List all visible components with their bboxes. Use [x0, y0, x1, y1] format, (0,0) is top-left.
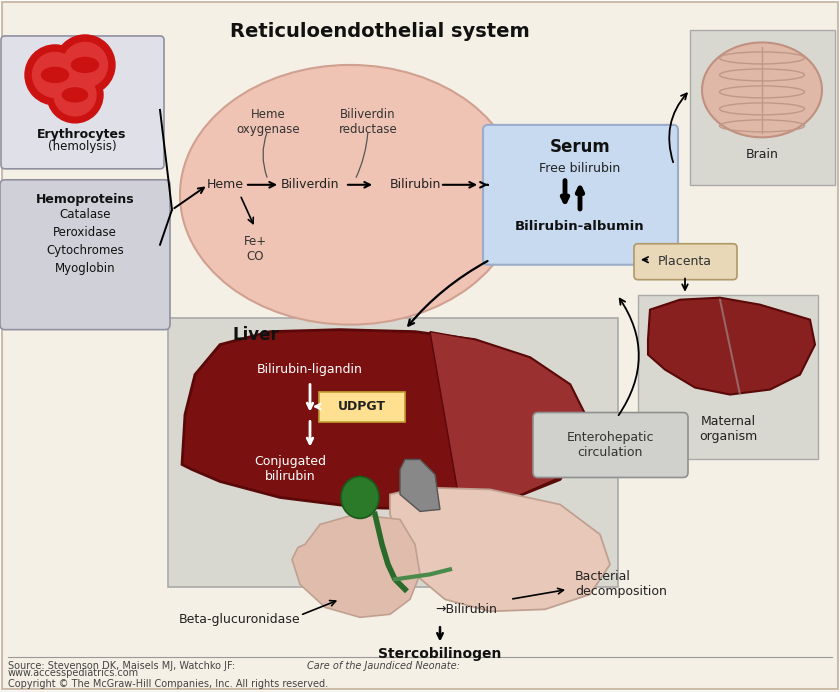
Text: Heme
oxygenase: Heme oxygenase	[236, 108, 300, 136]
FancyBboxPatch shape	[168, 318, 618, 588]
Text: Heme: Heme	[207, 179, 244, 191]
Text: UDPGT: UDPGT	[338, 400, 386, 413]
Ellipse shape	[180, 65, 520, 325]
Polygon shape	[182, 329, 585, 509]
FancyBboxPatch shape	[319, 392, 405, 421]
Ellipse shape	[41, 67, 69, 82]
Ellipse shape	[341, 477, 379, 518]
Text: Hemoproteins: Hemoproteins	[35, 193, 134, 206]
Polygon shape	[648, 298, 815, 394]
Circle shape	[62, 42, 108, 87]
Text: Stercobilinogen: Stercobilinogen	[378, 647, 501, 662]
Text: (hemolysis): (hemolysis)	[48, 140, 116, 153]
FancyBboxPatch shape	[1, 36, 164, 169]
Text: Erythrocytes: Erythrocytes	[37, 128, 127, 141]
Circle shape	[47, 67, 103, 123]
FancyBboxPatch shape	[533, 412, 688, 477]
Ellipse shape	[702, 42, 822, 137]
Text: Bacterial
decomposition: Bacterial decomposition	[575, 570, 667, 599]
Text: Biliverdin
reductase: Biliverdin reductase	[339, 108, 397, 136]
Text: Bilirubin-ligandin: Bilirubin-ligandin	[257, 363, 363, 376]
FancyBboxPatch shape	[483, 125, 678, 265]
Circle shape	[25, 45, 85, 105]
Text: Free bilirubin: Free bilirubin	[539, 162, 621, 175]
FancyBboxPatch shape	[0, 180, 170, 329]
Text: Fe+
CO: Fe+ CO	[244, 235, 266, 263]
Text: Source: Stevenson DK, Maisels MJ, Watchko JF:: Source: Stevenson DK, Maisels MJ, Watchk…	[8, 662, 239, 671]
Ellipse shape	[71, 57, 98, 73]
Circle shape	[33, 53, 77, 98]
Text: Reticuloendothelial system: Reticuloendothelial system	[230, 22, 530, 41]
Text: Biliverdin: Biliverdin	[281, 179, 339, 191]
Polygon shape	[390, 487, 610, 611]
Polygon shape	[400, 459, 440, 511]
Circle shape	[54, 74, 96, 116]
Text: Bilirubin-albumin: Bilirubin-albumin	[515, 220, 645, 233]
Circle shape	[55, 35, 115, 95]
Polygon shape	[430, 331, 585, 504]
Text: Bilirubin: Bilirubin	[389, 179, 441, 191]
Text: Conjugated
bilirubin: Conjugated bilirubin	[254, 455, 326, 482]
Ellipse shape	[62, 88, 87, 102]
Text: →Bilirubin: →Bilirubin	[435, 603, 497, 616]
Text: Maternal
organism: Maternal organism	[699, 415, 757, 443]
Text: www.accesspediatrics.com: www.accesspediatrics.com	[8, 668, 139, 678]
Text: Serum: Serum	[549, 138, 611, 156]
Text: Catalase
Peroxidase
Cytochromes
Myoglobin: Catalase Peroxidase Cytochromes Myoglobi…	[46, 208, 123, 275]
FancyBboxPatch shape	[638, 295, 818, 459]
Text: Brain: Brain	[746, 148, 779, 161]
Text: Placenta: Placenta	[658, 255, 712, 268]
Text: Beta-glucuronidase: Beta-glucuronidase	[179, 613, 301, 626]
FancyBboxPatch shape	[634, 244, 737, 280]
Text: Care of the Jaundiced Neonate:: Care of the Jaundiced Neonate:	[307, 662, 459, 671]
Text: Copyright © The McGraw-Hill Companies, Inc. All rights reserved.: Copyright © The McGraw-Hill Companies, I…	[8, 680, 328, 689]
FancyBboxPatch shape	[690, 30, 835, 185]
Polygon shape	[292, 514, 420, 617]
Text: Liver: Liver	[232, 326, 279, 344]
Text: Enterohepatic
circulation: Enterohepatic circulation	[566, 430, 654, 459]
